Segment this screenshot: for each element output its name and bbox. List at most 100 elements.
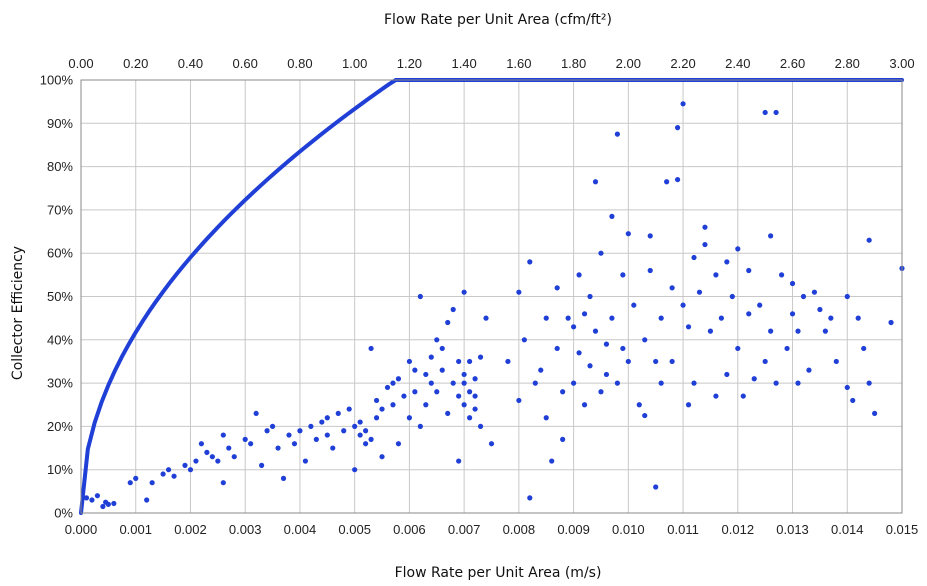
data-point [308, 423, 314, 429]
data-point [757, 302, 763, 308]
data-point [554, 345, 560, 352]
data-point [363, 428, 369, 434]
data-point [286, 432, 292, 438]
data-point [669, 358, 675, 365]
data-point [855, 315, 861, 321]
data-point [647, 233, 653, 239]
data-point [680, 101, 686, 107]
data-point [598, 250, 604, 256]
data-point [543, 315, 549, 321]
x-tick-label: 0.007 [448, 522, 481, 537]
x-tick-label: 0.009 [557, 522, 590, 537]
data-point [724, 371, 730, 378]
top-tick-label: 1.80 [561, 56, 586, 71]
top-tick-label: 2.40 [725, 56, 750, 71]
data-point [872, 410, 878, 417]
x-tick-label: 0.002 [174, 522, 207, 537]
data-point [735, 345, 741, 352]
data-point [614, 131, 620, 137]
data-point [428, 354, 434, 360]
data-point [472, 406, 478, 412]
data-point [789, 280, 796, 287]
y-tick-label: 50% [47, 289, 73, 304]
data-point [685, 324, 692, 330]
data-point [324, 415, 330, 421]
data-point [231, 454, 237, 460]
top-tick-label: 1.60 [506, 56, 531, 71]
data-point [674, 176, 681, 183]
y-tick-label: 60% [47, 246, 73, 261]
data-point [696, 289, 703, 295]
data-point [384, 384, 391, 391]
data-point [401, 393, 407, 399]
data-point [625, 231, 631, 237]
data-point [379, 454, 385, 460]
data-point [620, 272, 626, 278]
data-point [182, 462, 188, 468]
data-point [461, 380, 467, 386]
data-point [390, 380, 396, 386]
data-point [406, 358, 412, 365]
data-point [395, 441, 402, 447]
data-point [532, 380, 538, 386]
data-point [330, 445, 336, 451]
data-point [674, 125, 681, 131]
x-tick-label: 0.001 [119, 522, 152, 537]
data-point [100, 503, 106, 510]
data-point [144, 497, 150, 503]
bottom-axis-ticks: 0.000 0.001 0.002 0.003 0.004 0.005 0.006 0.007… [65, 522, 919, 537]
data-point [718, 315, 724, 321]
y-tick-label: 70% [47, 202, 73, 217]
data-point [373, 415, 380, 421]
data-point [445, 319, 451, 326]
data-point [187, 467, 194, 473]
data-point [800, 293, 807, 300]
data-point [866, 380, 872, 386]
data-point [488, 441, 495, 447]
data-point [160, 471, 166, 477]
data-point [379, 406, 385, 412]
data-point [406, 415, 412, 421]
x-tick-label: 0.015 [886, 522, 919, 537]
data-point [620, 345, 626, 352]
data-point [576, 272, 582, 278]
data-point [773, 380, 779, 386]
data-point [642, 412, 648, 419]
x-tick-label: 0.005 [338, 522, 371, 537]
top-tick-label: 2.80 [835, 56, 860, 71]
data-point [762, 358, 768, 365]
data-point [357, 432, 363, 438]
data-point [609, 315, 615, 321]
data-point [368, 436, 374, 442]
data-point [707, 328, 714, 334]
x-tick-label: 0.004 [284, 522, 317, 537]
top-tick-label: 1.40 [451, 56, 476, 71]
data-point [253, 410, 259, 417]
data-point [768, 233, 774, 239]
data-point [363, 441, 369, 447]
data-point [269, 423, 276, 429]
data-point [833, 358, 839, 365]
data-point [576, 350, 582, 356]
top-tick-label: 0.60 [233, 56, 258, 71]
y-axis-ticks: 0% 10% 20% 30% 40% 50% 60% 70% 80% 90% 100% [40, 73, 74, 521]
data-point [412, 367, 418, 373]
data-point [746, 267, 752, 274]
data-point [609, 213, 615, 219]
top-axis-title: Flow Rate per Unit Area (cfm/ft²) [384, 12, 612, 28]
data-point [773, 109, 779, 116]
data-point [603, 341, 610, 347]
data-point [735, 246, 741, 252]
data-point [729, 293, 735, 300]
data-point [127, 480, 133, 486]
y-tick-label: 0% [54, 506, 73, 521]
data-point [220, 432, 226, 438]
data-point [702, 241, 708, 248]
data-point [850, 397, 856, 404]
data-point [762, 109, 768, 116]
data-point [450, 380, 456, 386]
data-point [653, 358, 659, 365]
data-point [664, 179, 670, 185]
x-tick-label: 0.012 [722, 522, 755, 537]
data-point [324, 432, 330, 438]
